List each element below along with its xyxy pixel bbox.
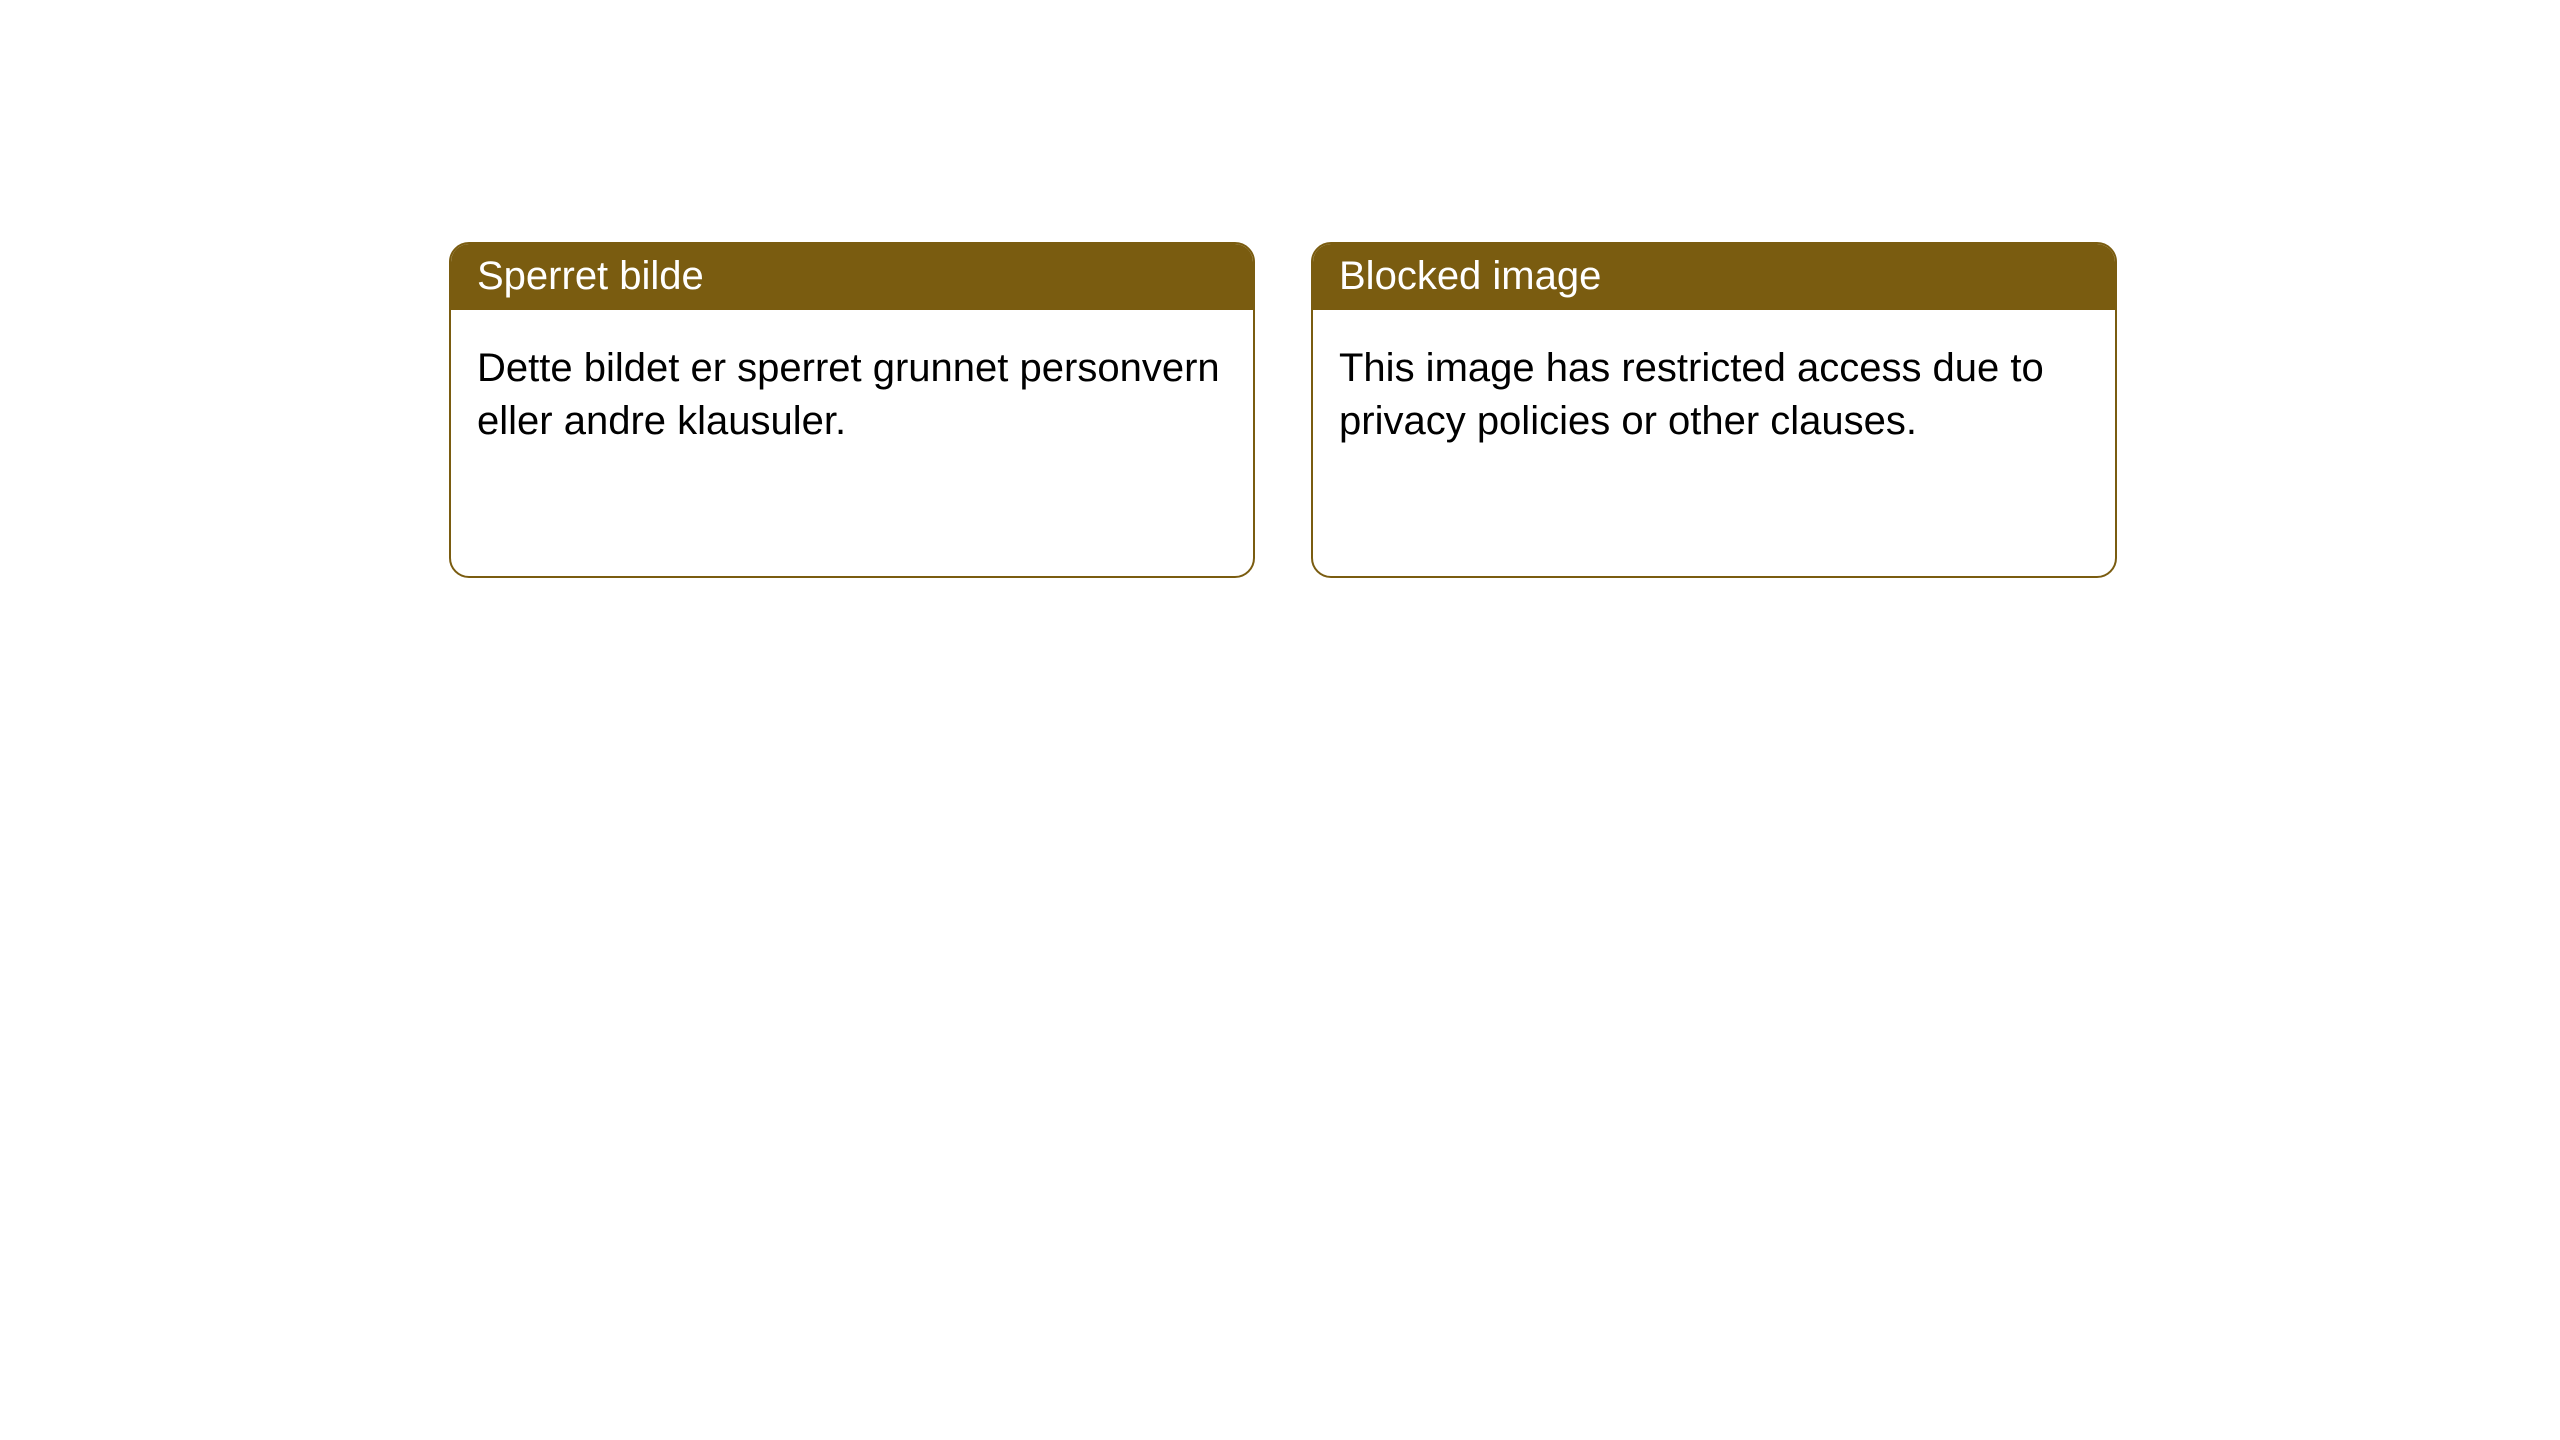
notice-title-no: Sperret bilde xyxy=(451,244,1253,310)
notice-body-en: This image has restricted access due to … xyxy=(1313,310,2115,448)
notice-card-no: Sperret bilde Dette bildet er sperret gr… xyxy=(449,242,1255,578)
notice-body-no: Dette bildet er sperret grunnet personve… xyxy=(451,310,1253,448)
notice-title-en: Blocked image xyxy=(1313,244,2115,310)
notice-card-en: Blocked image This image has restricted … xyxy=(1311,242,2117,578)
notice-container: Sperret bilde Dette bildet er sperret gr… xyxy=(449,242,2117,578)
